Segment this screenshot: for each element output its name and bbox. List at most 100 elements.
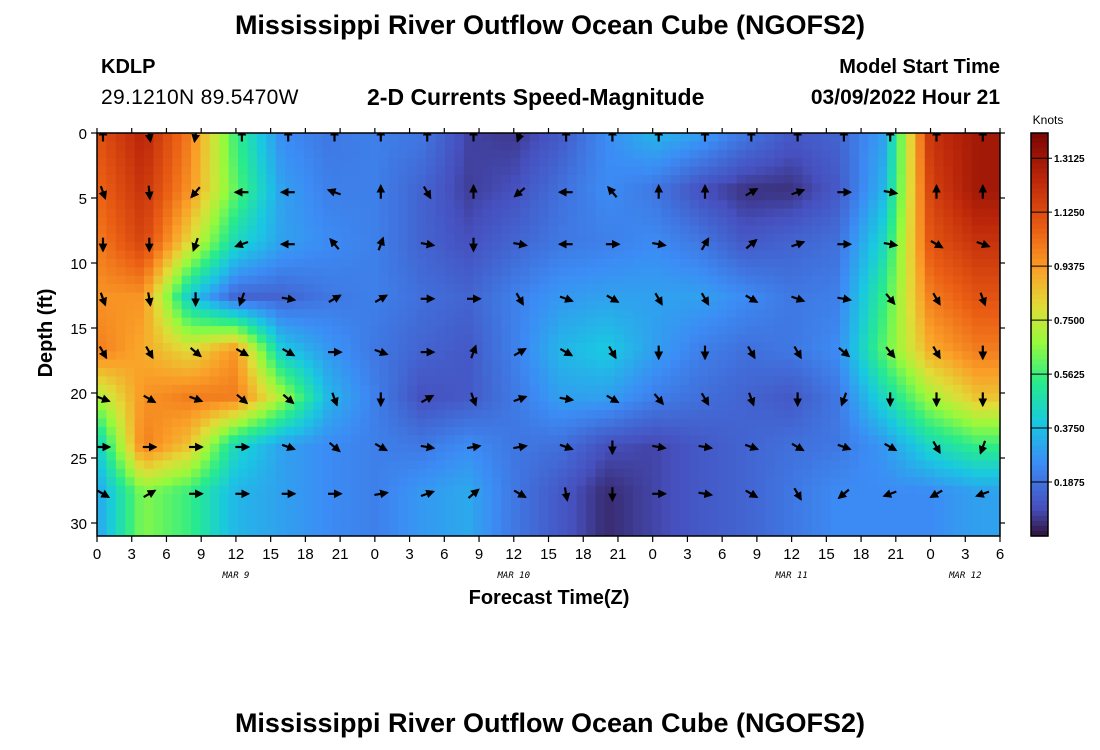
heatmap-cell (915, 334, 926, 344)
heatmap-cell (445, 133, 456, 142)
heatmap-cell (219, 133, 230, 142)
heatmap-cell (228, 494, 239, 504)
heatmap-cell (783, 267, 794, 277)
heatmap-cell (924, 426, 935, 436)
heatmap-cell (905, 443, 916, 453)
heatmap-cell (501, 200, 512, 210)
heatmap-cell (520, 141, 531, 151)
heatmap-cell (482, 393, 493, 403)
current-arrow (885, 346, 896, 359)
heatmap-cell (388, 435, 399, 445)
heatmap-cell (548, 384, 559, 394)
heatmap-cell (313, 309, 324, 319)
heatmap-cell (482, 309, 493, 319)
heatmap-cell (191, 284, 202, 294)
heatmap-cell (463, 300, 474, 310)
heatmap-cell (746, 477, 757, 487)
heatmap-cell (793, 200, 804, 210)
heatmap-cell (990, 334, 1000, 344)
colorbar-swatch (1031, 153, 1048, 159)
heatmap-cell (435, 342, 446, 352)
heatmap-cell (445, 267, 456, 277)
heatmap-cell (275, 342, 286, 352)
heatmap-cell (576, 300, 587, 310)
heatmap-cell (821, 258, 832, 268)
heatmap-cell (811, 418, 822, 428)
heatmap-cell (219, 342, 230, 352)
heatmap-cell (162, 300, 173, 310)
heatmap-cell (539, 300, 550, 310)
heatmap-cell (322, 133, 333, 142)
heatmap-cell (962, 502, 973, 512)
current-arrow (143, 394, 157, 404)
heatmap-cell (952, 275, 963, 285)
colorbar-swatch (1031, 495, 1048, 502)
heatmap-cell (247, 317, 258, 327)
heatmap-cell (134, 418, 145, 428)
model-start-value: 03/09/2022 Hour 21 (810, 86, 1000, 109)
heatmap-cell (303, 443, 314, 453)
heatmap-cell (557, 250, 568, 260)
heatmap-cell (379, 494, 390, 504)
heatmap-cell (736, 443, 747, 453)
heatmap-cell (520, 300, 531, 310)
heatmap-cell (651, 200, 662, 210)
heatmap-cell (576, 326, 587, 336)
y-tick-label: 5 (79, 191, 87, 208)
heatmap-cell (633, 519, 644, 529)
heatmap-cell (285, 477, 296, 487)
heatmap-cell (576, 494, 587, 504)
heatmap-cell (971, 191, 982, 201)
heatmap-cell (492, 149, 503, 159)
heatmap-cell (604, 141, 615, 151)
heatmap-cell (209, 166, 220, 176)
heatmap-cell (435, 485, 446, 495)
heatmap-cell (463, 141, 474, 151)
heatmap-cell (623, 225, 634, 235)
current-arrow (282, 393, 295, 405)
heatmap-cell (153, 359, 164, 369)
colorbar-swatch (1031, 269, 1048, 275)
heatmap-cell (868, 292, 879, 302)
heatmap-cell (445, 527, 456, 536)
heatmap-cell (981, 502, 992, 512)
heatmap-cell (181, 443, 192, 453)
heatmap-cell (793, 141, 804, 151)
heatmap-cell (275, 158, 286, 168)
heatmap-cell (510, 384, 521, 394)
heatmap-cell (219, 468, 230, 478)
heatmap-cell (661, 284, 672, 294)
heatmap-cell (473, 166, 484, 176)
heatmap-cell (539, 174, 550, 184)
heatmap-cell (209, 494, 220, 504)
heatmap-cell (755, 485, 766, 495)
heatmap-cell (680, 510, 691, 520)
heatmap-cell (379, 418, 390, 428)
heatmap-cell (699, 510, 710, 520)
heatmap-cell (106, 284, 117, 294)
heatmap-cell (162, 351, 173, 361)
heatmap-cell (614, 267, 625, 277)
heatmap-cell (774, 326, 785, 336)
heatmap-cell (642, 275, 653, 285)
current-arrow (837, 442, 852, 451)
heatmap-cell (341, 426, 352, 436)
heatmap-cell (125, 426, 136, 436)
heatmap-cell (191, 410, 202, 420)
heatmap-cell (746, 183, 757, 193)
heatmap-cell (830, 284, 841, 294)
heatmap-cell (379, 410, 390, 420)
heatmap-cell (125, 225, 136, 235)
heatmap-cell (266, 418, 277, 428)
heatmap-cell (887, 393, 898, 403)
heatmap-cell (388, 300, 399, 310)
heatmap-cell (633, 242, 644, 252)
heatmap-cell (303, 334, 314, 344)
heatmap-cell (228, 485, 239, 495)
heatmap-cell (473, 326, 484, 336)
heatmap-cell (849, 317, 860, 327)
heatmap-cell (303, 359, 314, 369)
heatmap-cell (181, 225, 192, 235)
heatmap-cell (181, 418, 192, 428)
heatmap-cell (952, 233, 963, 243)
